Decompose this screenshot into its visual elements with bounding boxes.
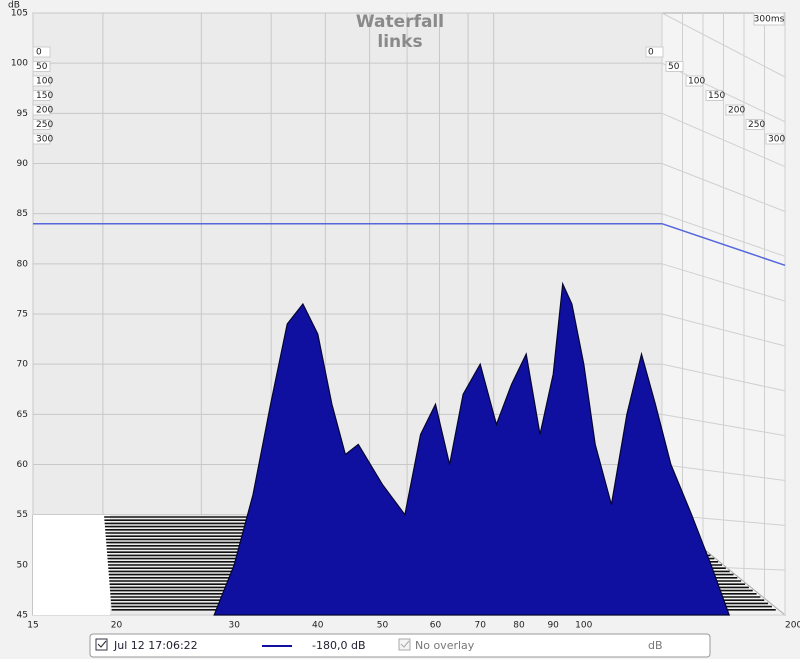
floor-gap (33, 515, 110, 615)
z-tick-label: 200 (36, 106, 53, 116)
z-tick-label: 50 (668, 62, 680, 72)
legend-unit: dB (648, 639, 663, 652)
y-tick-label: 55 (17, 510, 28, 520)
y-tick-label: 50 (17, 560, 29, 570)
legend-entry: Jul 12 17:06:22 (113, 639, 198, 652)
y-tick-label: 75 (17, 310, 28, 320)
z-label-box (753, 12, 785, 26)
overlay-label: No overlay (415, 639, 475, 652)
z-tick-label: 200 (728, 106, 745, 116)
z-tick-label: 100 (688, 77, 705, 87)
x-tick-label: 30 (229, 621, 241, 631)
z-tick-label: 300 (768, 135, 785, 145)
y-tick-label: 60 (17, 460, 29, 470)
z-label-box (705, 90, 724, 101)
x-tick-label: 40 (312, 621, 324, 631)
x-tick-label: 70 (474, 621, 486, 631)
check-mark (400, 640, 410, 648)
x-tick-label: 100 (575, 621, 592, 631)
z-label-box (32, 119, 51, 130)
z-label-box (32, 75, 51, 87)
z-label-box (32, 46, 51, 58)
z-label: 300ms (754, 15, 785, 25)
y-tick-label: 45 (17, 611, 28, 621)
chart-subtitle: links (377, 32, 422, 52)
x-tick-label: 15 (27, 621, 38, 631)
z-tick-label: 50 (36, 62, 48, 72)
z-label-box (765, 133, 784, 145)
y-tick-label: 90 (17, 159, 29, 169)
x-tick-label: 80 (513, 621, 525, 631)
z-label-box (745, 119, 764, 130)
y-axis-label: dB (8, 1, 20, 11)
y-tick-label: 85 (17, 209, 28, 219)
z-label-box (725, 104, 744, 116)
x-tick-label: 50 (377, 621, 389, 631)
z-label-box (32, 104, 51, 116)
y-tick-label: 100 (11, 59, 28, 69)
legend-checkbox[interactable] (95, 638, 108, 651)
z-tick-label: 100 (36, 77, 53, 87)
y-tick-label: 80 (17, 259, 29, 269)
z-tick-label: 150 (36, 91, 53, 101)
z-label-box (685, 75, 704, 87)
chart-title: Waterfall (356, 12, 444, 32)
z-tick-label: 300 (36, 135, 53, 145)
z-label-box (645, 46, 664, 58)
legend-level: -180,0 dB (312, 639, 366, 652)
y-tick-label: 65 (17, 410, 28, 420)
reference-line (661, 222, 786, 267)
y-tick-label: 95 (17, 109, 28, 119)
waterfall-slice (213, 281, 731, 616)
z-label-box (32, 133, 51, 145)
x-tick-label: 200 Hz (785, 621, 800, 631)
z-tick-label: 0 (648, 48, 654, 58)
z-tick-label: 250 (748, 120, 765, 130)
x-tick-label: 60 (430, 621, 442, 631)
z-label-box (32, 61, 51, 72)
z-tick-label: 250 (36, 120, 53, 130)
y-tick-label: 105 (11, 9, 28, 19)
x-tick-label: 90 (547, 621, 559, 631)
check-mark (97, 640, 107, 648)
overlay-checkbox[interactable] (398, 638, 411, 651)
y-tick-label: 70 (17, 360, 29, 370)
z-tick-label: 0 (36, 48, 42, 58)
z-label-box (32, 90, 51, 101)
z-label-box (665, 61, 684, 72)
z-tick-label: 150 (708, 91, 725, 101)
x-tick-label: 20 (111, 621, 123, 631)
